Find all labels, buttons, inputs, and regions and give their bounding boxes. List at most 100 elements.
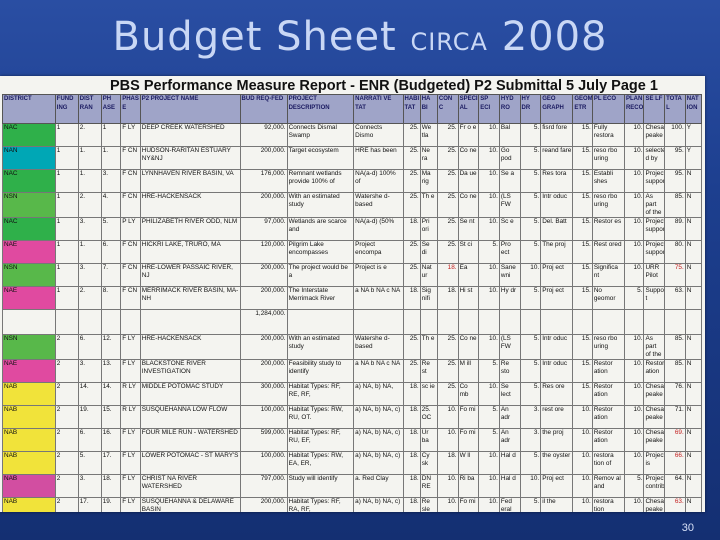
cell-fund: 2 <box>54 405 79 429</box>
cell-con: 25. <box>436 169 459 193</box>
cell-pl: reso rbo uring <box>591 146 625 170</box>
cell-ha: DN RE <box>419 474 438 498</box>
phase-letter: F <box>122 170 128 178</box>
cell-narr: Project encompa <box>353 240 404 264</box>
cell-phase: F CN <box>120 263 141 287</box>
cell-con: 25. <box>436 146 459 170</box>
cell-pl: Fully restora <box>591 123 625 147</box>
cell-hyd: Hal d <box>498 451 521 475</box>
cell-sp: 10. <box>478 263 500 287</box>
cell-narr: a) NA, b) NA, c) <box>353 405 404 429</box>
cell-spec: Co ne <box>457 146 480 170</box>
cell-ha: Ma rig <box>419 169 438 193</box>
cell-hyd: Hy dr <box>498 286 521 310</box>
slide-title: Budget Sheet CIRCA 2008 <box>0 14 720 60</box>
cell-spec: Fo mi <box>457 428 480 452</box>
cell-geo: reand fare <box>540 146 574 170</box>
cell-hy: 5. <box>519 451 542 475</box>
cell-sp: 10. <box>478 474 500 498</box>
cell-desc: Habitat Types: RF, RA, RF, <box>286 497 355 512</box>
cell-spec: Hi st <box>457 286 480 310</box>
column-header: PHAS E <box>120 94 141 124</box>
cell-ran <box>77 309 102 335</box>
table-row: NAB 2 19. 15. R LY SUSQUEHANNA LOW FLOW 100,00… <box>2 405 703 429</box>
cell-hab: 18. <box>402 428 421 452</box>
table-header-row: DISTRICT FUND ING DIST RAN PH ASE PHAS E P2 P… <box>2 94 703 124</box>
cell-geo: Intr oduc <box>540 359 574 383</box>
phase-letter: F <box>122 241 128 249</box>
column-header: SPECI AL <box>457 94 480 124</box>
cell-fund: 1 <box>54 192 79 218</box>
cell-ph: 15. <box>100 405 122 429</box>
cell-plan: 10. <box>623 359 645 383</box>
cell-ran: 17. <box>77 497 102 512</box>
cell-totl: 63. <box>664 286 686 310</box>
cell-pl: Restor ation <box>591 359 625 383</box>
cell-desc <box>286 309 355 335</box>
cell-phase: P LY <box>120 217 141 241</box>
cell-desc: Feasibility study to identify <box>286 359 355 383</box>
cell-district: NAN <box>2 146 56 170</box>
cell-nat: N <box>684 382 703 406</box>
cell-spec: Co ne <box>457 334 480 360</box>
cell-ph: 13. <box>100 359 122 383</box>
cell-totl: 75. <box>664 263 686 287</box>
cell-hab: 25. <box>402 192 421 218</box>
cell-phase: F CN <box>120 286 141 310</box>
column-header: CON C <box>436 94 459 124</box>
cell-desc: Connects Dismal Swamp <box>286 123 355 147</box>
cell-desc: With an estimated study <box>286 334 355 360</box>
cell-nat: N <box>684 286 703 310</box>
cell-ph: 14. <box>100 382 122 406</box>
cell-geo: rest ore <box>540 405 574 429</box>
cell-spec: M ill <box>457 359 480 383</box>
table-row: NAE 1 1. 6. F CN HICKRI LAKE, TRURO, MA 120,00… <box>2 240 703 264</box>
cell-geom: 15. <box>572 382 593 406</box>
cell-ha <box>419 309 438 335</box>
cell-name: DEEP CREEK WATERSHED <box>139 123 241 147</box>
cell-plan <box>623 309 645 335</box>
cell-narr: NA(a-d) (50% <box>353 217 404 241</box>
cell-sp: 10. <box>478 334 500 360</box>
cell-totl: 69. <box>664 428 686 452</box>
cell-ph: 19. <box>100 497 122 512</box>
cell-narr: a) NA, b) NA, c) <box>353 497 404 512</box>
cell-pl: Restor ation <box>591 382 625 406</box>
cell-bud: 200,000. <box>239 286 288 310</box>
cell-totl: 71. <box>664 405 686 429</box>
cell-ran: 6. <box>77 428 102 452</box>
cell-hy: 5. <box>519 240 542 264</box>
cell-narr: HRE has been <box>353 146 404 170</box>
column-header: SP ECI <box>478 94 500 124</box>
cell-spec: Ri ba <box>457 474 480 498</box>
cell-con: 25. <box>436 217 459 241</box>
cell-fund: 2 <box>54 359 79 383</box>
cell-pl: Restor es <box>591 217 625 241</box>
cell-self: Chesa peake <box>643 123 666 147</box>
cell-name <box>139 309 241 335</box>
cell-geo: Del. Batt <box>540 217 574 241</box>
cell-geo: Proj ect <box>540 263 574 287</box>
cell-hy: 5. <box>519 286 542 310</box>
cell-phase: F LY <box>120 428 141 452</box>
cell-ran: 2. <box>77 286 102 310</box>
cell-geom: 10. <box>572 428 593 452</box>
cell-hyd: Bal <box>498 123 521 147</box>
cell-hy: 3. <box>519 405 542 429</box>
cell-hyd: Pro ect <box>498 240 521 264</box>
cell-pl: reso rbo uring <box>591 192 625 218</box>
cell-bud: 97,000. <box>239 217 288 241</box>
cell-ran: 2. <box>77 192 102 218</box>
cell-con: 18. <box>436 286 459 310</box>
cell-ha: Re st <box>419 359 438 383</box>
cell-ran: 6. <box>77 334 102 360</box>
cell-district: NAB <box>2 382 56 406</box>
cell-hy: 5. <box>519 217 542 241</box>
cell-hy: 5. <box>519 192 542 218</box>
cell-phase: F LY <box>120 334 141 360</box>
cell-sp: 10. <box>478 286 500 310</box>
cell-geom: 15. <box>572 123 593 147</box>
cell-district: NAC <box>2 169 56 193</box>
cell-con: 18. <box>436 451 459 475</box>
cell-ha: We tla <box>419 123 438 147</box>
